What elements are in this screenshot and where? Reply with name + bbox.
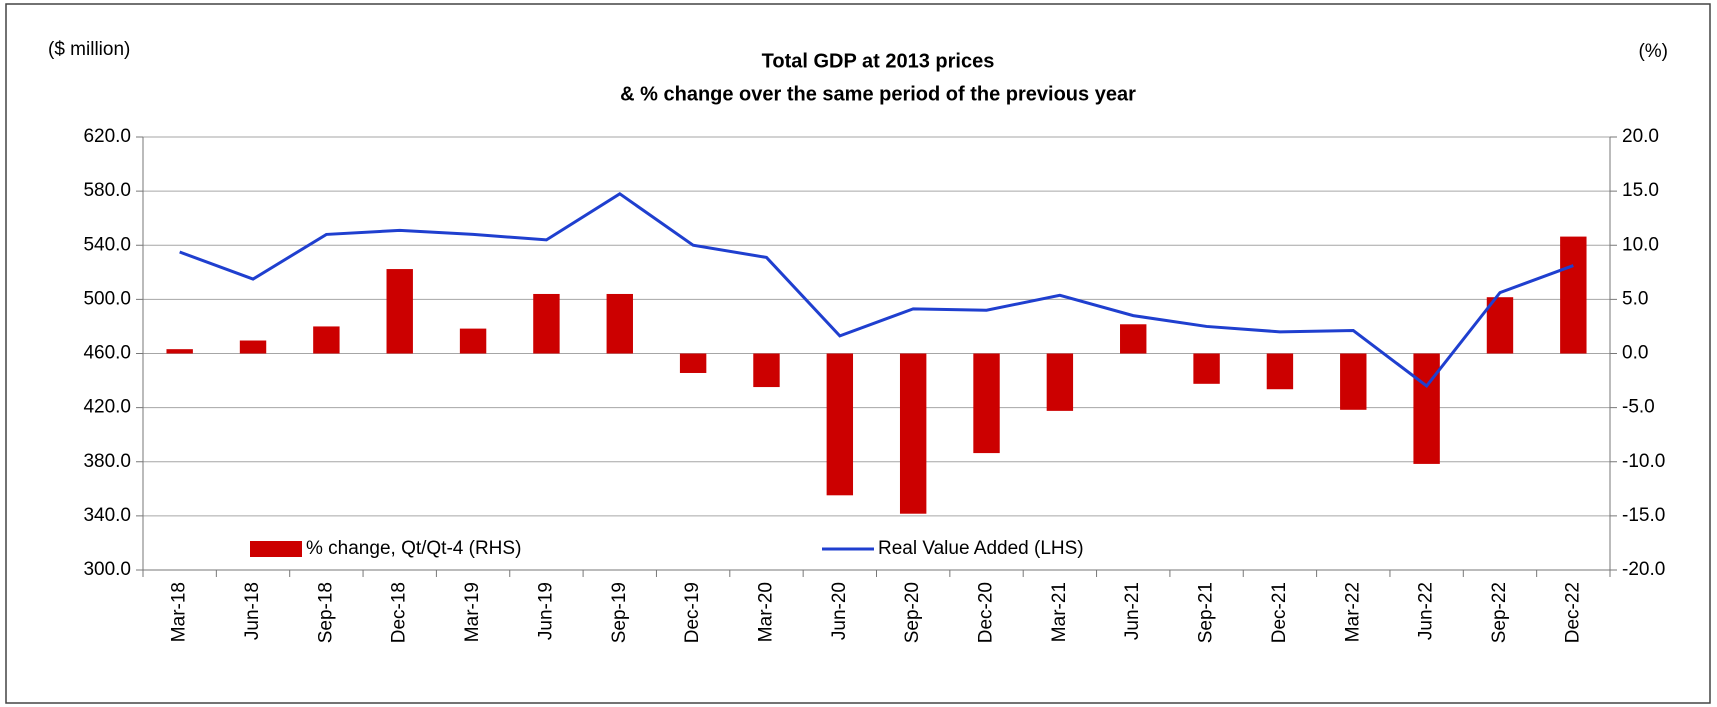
bar bbox=[1560, 236, 1587, 354]
y2-tick-label: -15.0 bbox=[1622, 505, 1665, 526]
legend-label: % change, Qt/Qt-4 (RHS) bbox=[306, 538, 521, 559]
y2-tick-label: 5.0 bbox=[1622, 288, 1648, 309]
y2-axis-label: (%) bbox=[1638, 41, 1668, 62]
x-tick-label: Mar-20 bbox=[755, 582, 776, 642]
x-tick-label: Jun-19 bbox=[535, 582, 556, 640]
y2-tick-label: -20.0 bbox=[1622, 559, 1665, 580]
x-tick-label: Dec-19 bbox=[682, 582, 703, 643]
bar bbox=[1486, 297, 1514, 354]
bar bbox=[166, 349, 193, 354]
y-tick-label: 620.0 bbox=[83, 126, 131, 147]
y2-tick-label: -10.0 bbox=[1622, 451, 1665, 472]
y-tick-label: 580.0 bbox=[83, 180, 131, 201]
y-tick-label: 500.0 bbox=[83, 288, 131, 309]
bar bbox=[459, 328, 487, 354]
x-tick-label: Mar-22 bbox=[1342, 582, 1363, 642]
y-tick-label: 540.0 bbox=[83, 234, 131, 255]
bar bbox=[239, 340, 267, 354]
bar bbox=[1266, 353, 1294, 390]
x-tick-label: Jun-20 bbox=[829, 582, 850, 640]
x-tick-label: Jun-18 bbox=[242, 582, 263, 640]
bar bbox=[313, 326, 340, 354]
y-tick-label: 420.0 bbox=[83, 397, 131, 418]
y-tick-label: 340.0 bbox=[83, 505, 131, 526]
y-axis-label: ($ million) bbox=[48, 39, 130, 60]
bar bbox=[753, 353, 780, 388]
y2-tick-label: 20.0 bbox=[1622, 126, 1659, 147]
bar bbox=[606, 293, 633, 354]
x-tick-label: Dec-22 bbox=[1562, 582, 1583, 643]
line bbox=[179, 192, 1574, 389]
y2-tick-label: 10.0 bbox=[1622, 234, 1659, 255]
x-tick-label: Sep-19 bbox=[609, 582, 630, 643]
bar bbox=[1340, 353, 1367, 410]
bar bbox=[1120, 324, 1147, 354]
bar bbox=[386, 269, 413, 354]
bar bbox=[973, 353, 1000, 454]
x-tick-label: Sep-20 bbox=[902, 582, 923, 643]
y2-tick-label: 15.0 bbox=[1622, 180, 1659, 201]
bar bbox=[1193, 353, 1220, 384]
x-tick-label: Sep-21 bbox=[1196, 582, 1217, 643]
x-tick-label: Sep-22 bbox=[1489, 582, 1510, 643]
y-tick-label: 300.0 bbox=[83, 559, 131, 580]
y-tick-label: 380.0 bbox=[83, 451, 131, 472]
y-tick-label: 460.0 bbox=[83, 343, 131, 364]
bar bbox=[533, 293, 560, 354]
x-tick-label: Mar-21 bbox=[1049, 582, 1070, 642]
y2-tick-label: 0.0 bbox=[1622, 343, 1648, 364]
x-tick-label: Sep-18 bbox=[315, 582, 336, 643]
y2-tick-label: -5.0 bbox=[1622, 397, 1655, 418]
chart-title: Total GDP at 2013 prices bbox=[762, 50, 995, 72]
x-tick-label: Mar-19 bbox=[462, 582, 483, 642]
bar bbox=[1413, 353, 1440, 464]
bar bbox=[899, 353, 927, 514]
x-tick-label: Mar-18 bbox=[169, 582, 190, 642]
chart-subtitle: & % change over the same period of the p… bbox=[620, 83, 1136, 105]
bar bbox=[826, 353, 854, 496]
x-tick-label: Jun-22 bbox=[1416, 582, 1437, 640]
x-tick-label: Jun-21 bbox=[1122, 582, 1143, 640]
x-tick-label: Dec-18 bbox=[389, 582, 410, 643]
bar bbox=[1046, 353, 1074, 411]
bar bbox=[679, 353, 707, 373]
legend-label: Real Value Added (LHS) bbox=[878, 538, 1084, 559]
legend-swatch bbox=[250, 541, 302, 557]
x-tick-label: Dec-20 bbox=[976, 582, 997, 643]
x-tick-label: Dec-21 bbox=[1269, 582, 1290, 643]
